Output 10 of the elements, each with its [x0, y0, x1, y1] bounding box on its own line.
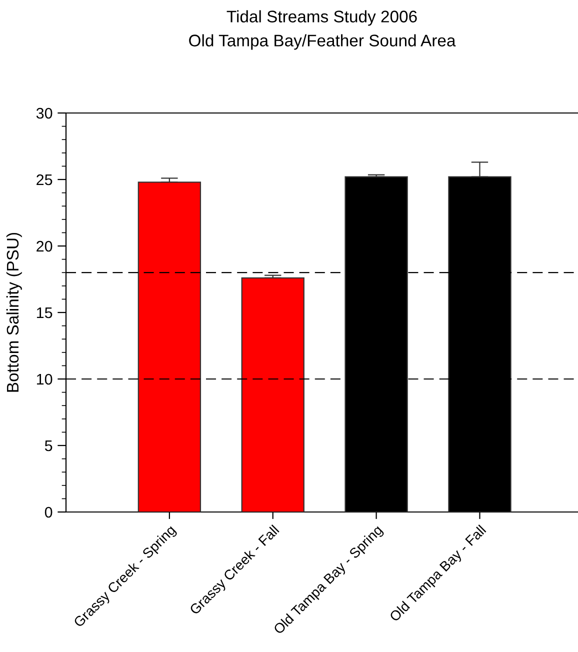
- y-tick-label: 15: [36, 308, 52, 318]
- y-tick-label: 25: [36, 174, 52, 186]
- y-tick-label: 0: [44, 506, 52, 518]
- y-tick-label: 5: [44, 440, 52, 452]
- y-axis-title: Bottom Salinity (PSU): [6, 232, 22, 392]
- y-tick-label: 20: [36, 240, 52, 252]
- y-tick-label: 30: [36, 108, 52, 119]
- y-tick-label: 10: [36, 374, 52, 385]
- chart-title: Tidal Streams Study 2006: [226, 10, 417, 26]
- chart-subtitle: Old Tampa Bay/Feather Sound Area: [189, 34, 456, 50]
